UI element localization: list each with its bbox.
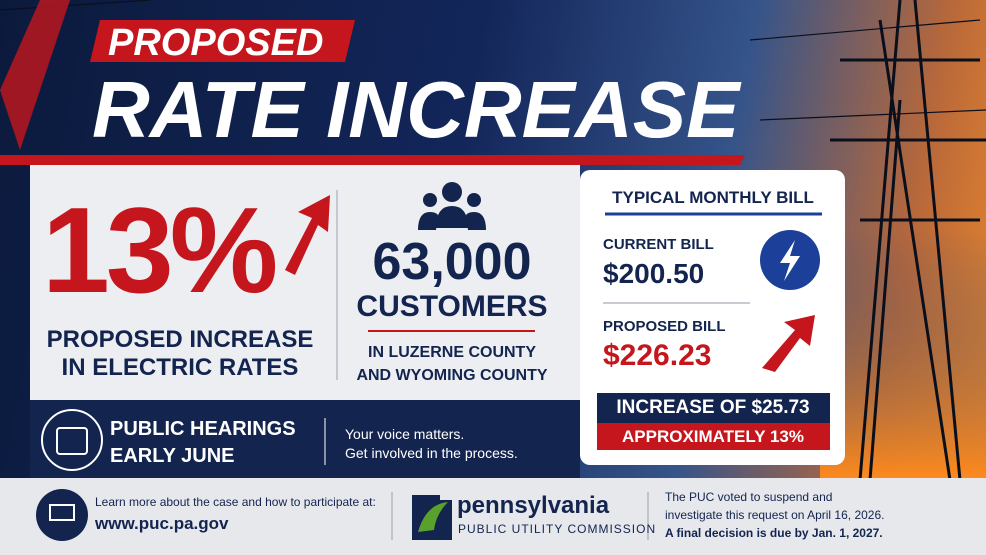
increase: INCREASE OF $25.73	[616, 397, 810, 418]
calendar	[56, 427, 88, 455]
pa-leaf	[418, 502, 448, 532]
hearings-strip	[30, 400, 580, 478]
laptop	[49, 504, 75, 521]
org-sub: PUBLIC UTILITY COMMISSION	[458, 522, 657, 536]
people-icon	[418, 182, 486, 230]
approx: APPROXIMATELY 13%	[621, 427, 805, 446]
bolt	[780, 240, 800, 281]
hearings-title: EARLY JUNE	[110, 445, 235, 467]
power-tower	[0, 0, 986, 481]
area: IN LUZERNE COUNTY	[368, 344, 536, 361]
up-arrow	[285, 195, 330, 275]
increase-box	[597, 393, 830, 423]
bill-title: TYPICAL MONTHLY BILL	[612, 188, 814, 207]
current-bill: $200.50	[603, 258, 705, 289]
notice: investigate this request on April 16, 20…	[665, 508, 885, 522]
red-stripe	[0, 155, 745, 165]
kicker: PROPOSED	[108, 22, 324, 64]
rate-value: 13%	[42, 182, 278, 318]
footer-bar	[0, 478, 986, 555]
hearings-title: PUBLIC HEARINGS	[110, 418, 296, 440]
up-arrow	[762, 315, 815, 372]
url[interactable]: www.puc.pa.gov	[95, 514, 229, 533]
hearings-note: Your voice matters.	[345, 426, 465, 442]
kicker-banner	[90, 20, 355, 62]
red-streak	[0, 0, 70, 150]
sunset	[820, 230, 986, 480]
current-label: CURRENT BILL	[603, 236, 714, 253]
proposed-bill: $226.23	[603, 339, 712, 372]
org: pennsylvania	[457, 492, 610, 519]
title: RATE INCREASE	[92, 65, 740, 154]
learn-text: Learn more about the case and how to par…	[95, 495, 376, 509]
notice: The PUC voted to suspend and	[665, 490, 833, 504]
approx-box	[597, 423, 830, 450]
proposed-label: PROPOSED BILL	[603, 318, 726, 335]
stats-panel	[30, 165, 580, 400]
hearings-note: Get involved in the process.	[345, 445, 518, 461]
customers-label: CUSTOMERS	[356, 290, 548, 323]
rate-caption: PROPOSED INCREASE	[46, 326, 314, 353]
calendar-icon	[41, 409, 103, 471]
area: AND WYOMING COUNTY	[356, 367, 548, 384]
laptop-icon	[36, 489, 88, 541]
customers-value: 63,000	[372, 233, 532, 291]
rate-caption: IN ELECTRIC RATES	[61, 354, 299, 381]
notice: A final decision is due by Jan. 1, 2027.	[665, 526, 883, 540]
